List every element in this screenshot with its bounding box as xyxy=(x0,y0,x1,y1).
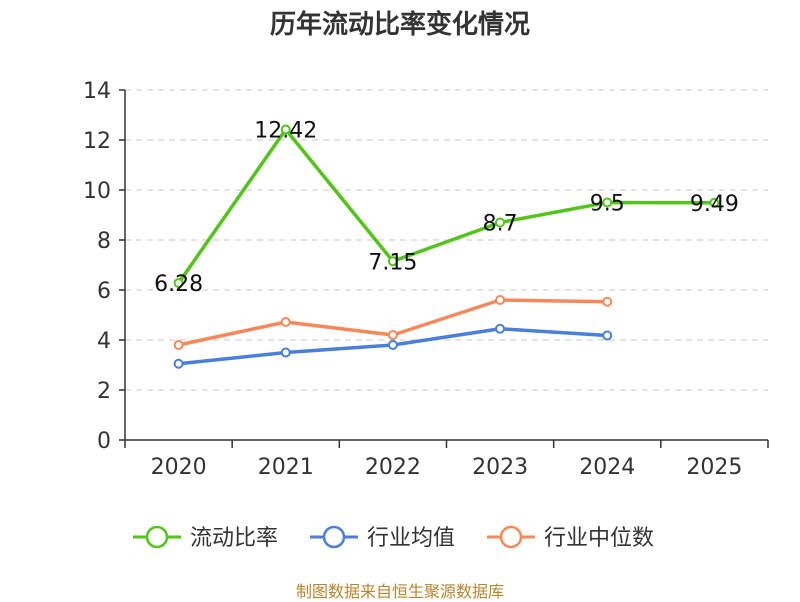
x-tick-label: 2023 xyxy=(472,455,528,480)
data-point xyxy=(387,330,398,340)
data-point xyxy=(495,217,506,228)
legend-label: 流动比率 xyxy=(190,526,278,551)
x-tick-label: 2022 xyxy=(365,455,421,480)
series-lines xyxy=(173,124,720,369)
legend-swatch-marker xyxy=(322,525,346,549)
legend-swatch-marker xyxy=(499,525,523,549)
data-point xyxy=(709,197,720,208)
data-label: 6.28 xyxy=(154,272,203,297)
data-point xyxy=(280,317,291,327)
data-label: 12.42 xyxy=(254,119,317,144)
data-point xyxy=(602,330,613,341)
y-tick-label: 10 xyxy=(83,179,111,204)
data-labels: 6.28 12.42 7.15 8.7 9.5 9.49 xyxy=(154,119,739,298)
data-point xyxy=(387,256,398,267)
y-tick-label: 6 xyxy=(97,279,111,304)
x-tick-label: 2021 xyxy=(258,455,314,480)
data-label: 9.5 xyxy=(590,192,625,217)
data-point xyxy=(602,197,613,208)
axes: 0 2 4 6 8 10 12 14 2020 2021 2022 2023 2024 2025 xyxy=(83,79,769,480)
legend-swatch-marker xyxy=(145,525,169,549)
x-tick-label: 2020 xyxy=(151,455,207,480)
y-tick-label: 0 xyxy=(97,429,111,454)
data-point xyxy=(495,323,506,334)
legend-item[interactable]: 流动比率 xyxy=(133,525,278,551)
legend-item[interactable]: 行业中位数 xyxy=(487,525,654,551)
y-tick-label: 8 xyxy=(97,229,111,254)
legend-label: 行业均值 xyxy=(367,526,455,551)
data-point xyxy=(173,278,184,288)
data-point xyxy=(280,347,291,358)
data-point xyxy=(173,340,184,350)
data-point xyxy=(280,124,291,135)
legend-label: 行业中位数 xyxy=(544,526,654,551)
legend-item[interactable]: 行业均值 xyxy=(310,525,455,551)
x-tick-label: 2024 xyxy=(579,455,635,480)
y-tick-label: 2 xyxy=(97,379,111,404)
data-point xyxy=(495,295,506,305)
data-point xyxy=(387,340,398,350)
data-point xyxy=(602,296,613,307)
x-tick-label: 2025 xyxy=(686,455,742,480)
data-label: 8.7 xyxy=(483,212,518,237)
legend: 流动比率 行业均值 行业中位数 xyxy=(133,525,654,551)
source-note: 制图数据来自恒生聚源数据库 xyxy=(295,582,504,601)
chart-title: 历年流动比率变化情况 xyxy=(269,10,530,40)
data-label: 9.49 xyxy=(690,192,739,217)
data-point xyxy=(173,358,184,369)
y-tick-label: 14 xyxy=(83,79,111,104)
y-tick-label: 4 xyxy=(97,329,111,354)
data-label: 7.15 xyxy=(368,250,417,275)
gridlines xyxy=(125,89,768,391)
y-tick-label: 12 xyxy=(83,129,111,154)
series-line xyxy=(177,127,715,285)
